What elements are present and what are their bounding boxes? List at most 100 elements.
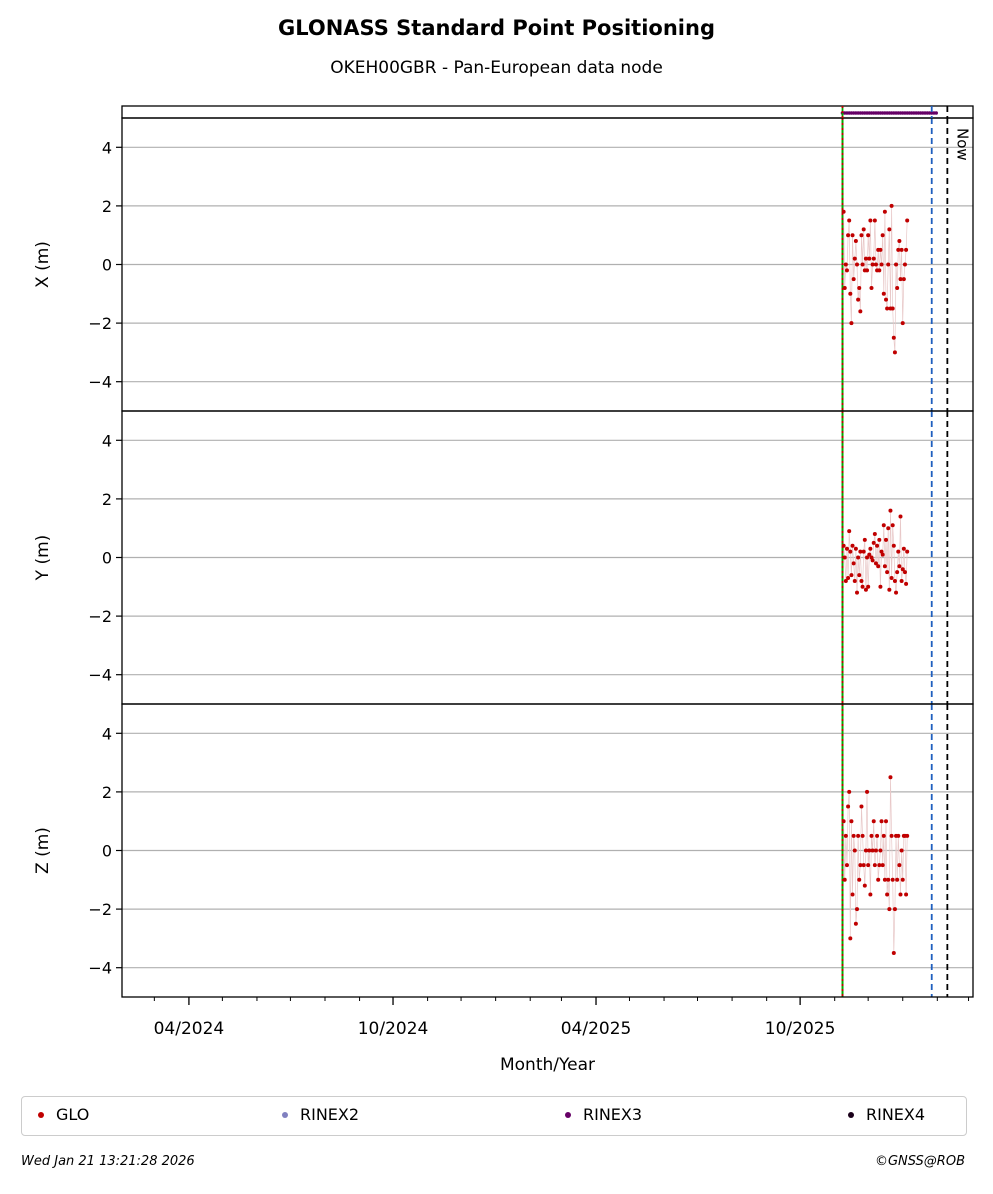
data-point (841, 209, 846, 214)
footer-copyright: ©GNSS@ROB (874, 1154, 965, 1169)
data-point (900, 877, 905, 882)
data-point (849, 573, 854, 578)
data-point (859, 578, 864, 583)
panel-y: −4 −2 0 2 4 Y (m) (33, 410, 974, 705)
data-point (899, 247, 904, 252)
data-point (852, 256, 857, 261)
data-point (879, 819, 884, 824)
data-point (898, 892, 903, 897)
data-point (847, 218, 852, 223)
data-point (885, 570, 890, 575)
y-tick-label: −4 (88, 959, 112, 978)
data-point (892, 350, 897, 355)
panel-z: −4 −2 0 2 4 Z (m) (33, 703, 974, 998)
panel-x: −4 −2 0 2 4 X (m) (33, 117, 974, 412)
footer-timestamp: Wed Jan 21 13:21:28 2026 (21, 1154, 195, 1169)
data-point (856, 555, 861, 560)
data-point (866, 584, 871, 589)
data-point (887, 587, 892, 592)
data-point (851, 277, 856, 282)
data-point (855, 262, 860, 267)
data-point (877, 268, 882, 273)
rinex4-marker-icon (848, 1111, 854, 1118)
data-point (894, 590, 899, 595)
data-point (859, 233, 864, 238)
data-point (899, 578, 904, 583)
data-point (898, 514, 903, 519)
data-point (846, 576, 851, 581)
y-tick-label: 4 (102, 138, 112, 157)
data-point (890, 523, 895, 528)
data-point (873, 561, 878, 566)
series-trace (843, 510, 908, 593)
series-trace (843, 777, 908, 954)
legend-item-rinex4: RINEX4 (848, 1105, 925, 1124)
data-point (860, 833, 865, 838)
data-point (904, 247, 909, 252)
data-point (842, 877, 847, 882)
data-point (878, 584, 883, 589)
data-point (863, 587, 868, 592)
data-point (890, 877, 895, 882)
data-point (882, 209, 887, 214)
data-point (894, 262, 899, 267)
y-tick-label: 2 (102, 197, 112, 216)
data-point (856, 833, 861, 838)
data-point (843, 578, 848, 583)
data-point (863, 256, 868, 261)
glo-marker-icon (38, 1111, 44, 1118)
data-point (848, 936, 853, 941)
data-point (888, 508, 893, 513)
data-point (858, 549, 863, 554)
now-label: Now (953, 128, 971, 161)
legend-item-rinex2: RINEX2 (282, 1105, 359, 1124)
data-point (843, 262, 848, 267)
data-point (870, 262, 875, 267)
y-tick-label: 4 (102, 431, 112, 450)
data-point (842, 285, 847, 290)
data-point (846, 804, 851, 809)
data-point (886, 526, 891, 531)
data-point (886, 262, 891, 267)
data-point (884, 819, 889, 824)
y-axis-label: Z (m) (33, 827, 53, 874)
data-point (850, 892, 855, 897)
data-point (858, 309, 863, 314)
data-point (905, 218, 910, 223)
data-point (881, 833, 886, 838)
data-point (885, 306, 890, 311)
data-point (857, 573, 862, 578)
data-point (851, 833, 856, 838)
y-tick-label: −2 (88, 314, 112, 333)
y-axis-label: X (m) (33, 241, 53, 288)
data-point (847, 789, 852, 794)
y-tick-label: 0 (102, 549, 112, 568)
y-tick-label: −4 (88, 666, 112, 685)
data-point (868, 892, 873, 897)
x-tick-label: 04/2025 (561, 1019, 632, 1039)
data-point (887, 227, 892, 232)
data-point (902, 262, 907, 267)
x-tick-label: 10/2025 (765, 1019, 836, 1039)
data-point (897, 239, 902, 244)
data-point (852, 848, 857, 853)
legend-label: RINEX4 (866, 1105, 926, 1124)
data-point (878, 848, 883, 853)
data-point (841, 543, 846, 548)
data-point (900, 567, 905, 572)
data-point (865, 268, 870, 273)
y-tick-label: −2 (88, 900, 112, 919)
x-tick-label: 04/2024 (154, 1019, 225, 1039)
data-point (871, 819, 876, 824)
legend-label: RINEX2 (300, 1105, 360, 1124)
data-point (876, 564, 881, 569)
data-point (881, 523, 886, 528)
data-point (895, 877, 900, 882)
chart-area: −4 −2 0 2 4 X (m) −4 −2 0 2 4 Y (m) −4 −2 0 2 4 Z (m) Now 0… (33, 105, 974, 1075)
data-point (892, 578, 897, 583)
data-point (870, 848, 875, 853)
data-point (860, 584, 865, 589)
data-point (900, 321, 905, 326)
data-point (849, 819, 854, 824)
data-point (869, 833, 874, 838)
